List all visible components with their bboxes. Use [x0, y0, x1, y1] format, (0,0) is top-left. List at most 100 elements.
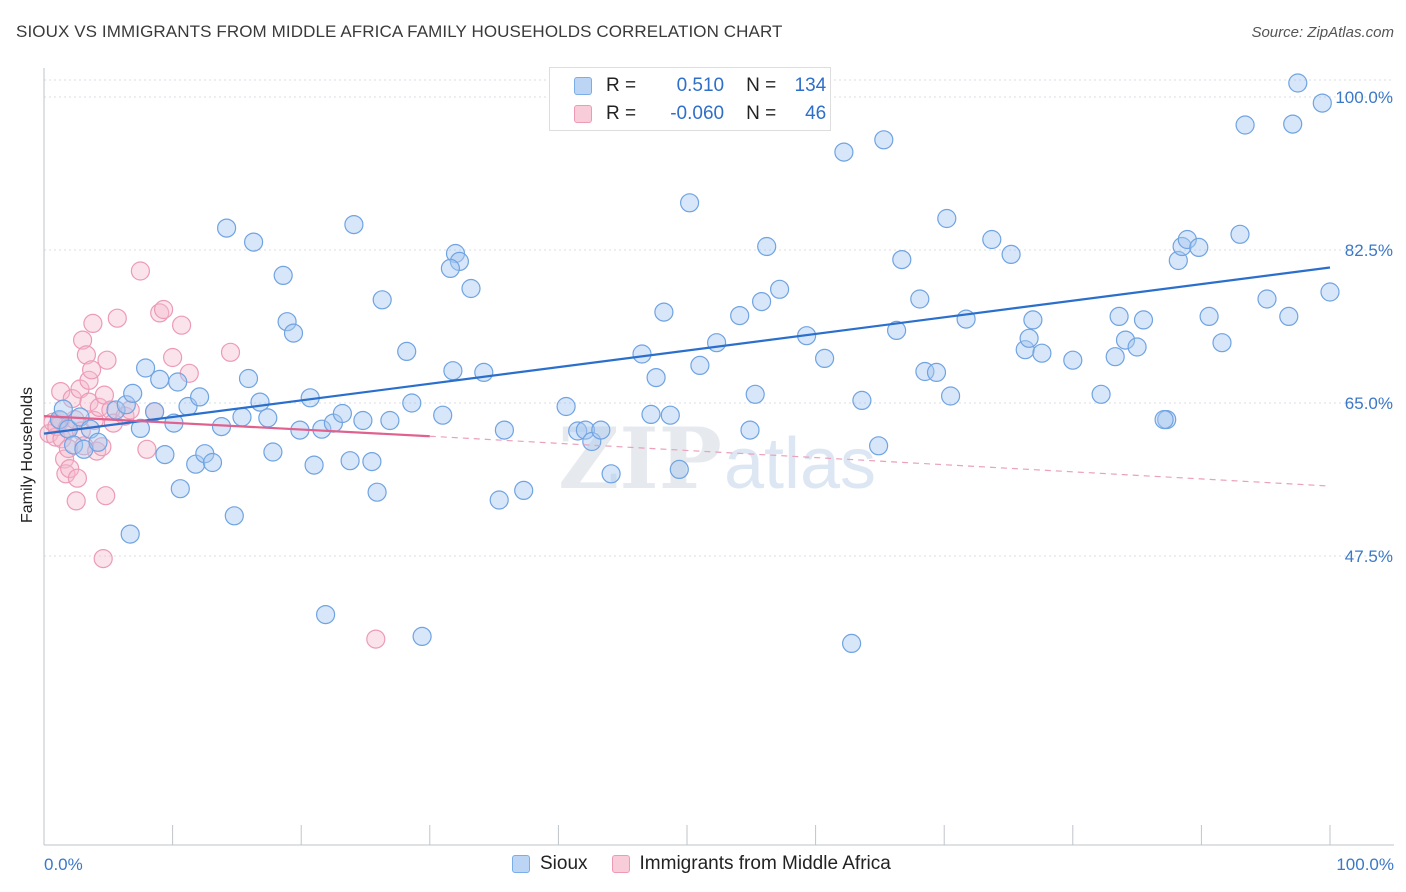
source-label: Source: ZipAtlas.com [1251, 24, 1394, 41]
sioux-point [238, 368, 259, 389]
sioux-point [1091, 384, 1111, 404]
tick-labels: 0.0% 100.0% 47.5% 65.0% 82.5% 100.0% [44, 88, 1394, 874]
sioux-point [362, 452, 382, 472]
stats-box: R = 0.510 N = 134 R = -0.060 N = 46 [549, 67, 831, 131]
sioux-point [874, 130, 894, 150]
legend-sioux-swatch [512, 855, 530, 873]
sioux-point [1230, 224, 1250, 244]
sioux-point [258, 408, 278, 428]
immigrants-swatch [574, 105, 592, 123]
immigrants-point [76, 345, 97, 365]
sioux-point [461, 278, 481, 299]
sioux-point [224, 506, 244, 526]
sioux-point [886, 320, 907, 340]
sioux-point [1189, 237, 1209, 257]
sioux-point [1109, 306, 1129, 326]
n-value: 46 [805, 103, 827, 124]
immigrants-point [66, 491, 86, 511]
sioux-point [706, 333, 727, 353]
immigrants-point [96, 486, 116, 506]
sioux-point [63, 435, 84, 455]
sioux-point [937, 208, 957, 229]
sioux-point [575, 420, 596, 440]
immigrants-point [97, 350, 117, 370]
sioux-point [1105, 347, 1125, 367]
sioux-point [1283, 114, 1303, 134]
sioux-point [283, 323, 304, 343]
sioux-point [982, 229, 1002, 250]
legend-sioux-label: Sioux [540, 853, 588, 874]
sioux-point [940, 386, 961, 406]
sioux-point [263, 442, 283, 462]
sioux-point [304, 455, 324, 475]
sioux-point [250, 392, 270, 412]
immigrants-point [93, 548, 113, 569]
sioux-point [751, 292, 772, 312]
r-label: R = [606, 103, 637, 124]
sioux-point [556, 396, 576, 417]
sioux-point [217, 218, 237, 238]
immigrants-point [56, 464, 76, 484]
sioux-point [53, 399, 73, 419]
sioux-point [632, 344, 652, 364]
sioux-point [344, 215, 364, 235]
sioux-point [232, 407, 252, 427]
immigrants-point [366, 629, 386, 649]
sioux-point [514, 480, 534, 500]
r-value: 0.510 [676, 75, 725, 96]
sioux-point [1063, 350, 1083, 370]
legend-immigrants-label: Immigrants from Middle Africa [639, 853, 891, 874]
immigrants-point [89, 397, 109, 417]
sioux-point [190, 387, 210, 407]
sioux-point [273, 265, 293, 285]
sioux-point [690, 355, 710, 375]
sioux-point [1133, 310, 1154, 330]
immigrants-trend-extension [429, 435, 1331, 487]
sioux-point [123, 383, 143, 403]
sioux-point [1279, 306, 1299, 326]
immigrants-trend-line [43, 415, 430, 438]
y-tick-label: 65.0% [1345, 394, 1393, 413]
sioux-point [1032, 343, 1052, 363]
watermark-atlas: atlas [724, 424, 876, 504]
sioux-point [769, 279, 790, 299]
sioux-point [1001, 244, 1021, 264]
sioux-point [332, 403, 352, 424]
sioux-point [1177, 229, 1197, 250]
sioux-point [136, 358, 156, 378]
sioux-point [412, 626, 432, 647]
sioux-point [340, 451, 360, 471]
sioux-point [353, 410, 373, 431]
r-label: R = [606, 75, 637, 96]
immigrants-point [137, 439, 157, 459]
sioux-point [116, 395, 136, 415]
sioux-point [489, 490, 509, 510]
sioux-swatch [574, 77, 592, 95]
sioux-point [641, 404, 661, 424]
x-tick-label-end: 100.0% [1336, 855, 1394, 874]
sioux-point [150, 369, 170, 389]
sioux-point [1154, 410, 1174, 430]
sioux-point [868, 436, 889, 456]
sioux-point [646, 368, 666, 388]
sioux-point [1288, 73, 1308, 93]
sioux-point [591, 420, 611, 440]
sioux-point [1115, 330, 1136, 350]
sioux-point [145, 402, 165, 422]
immigrants-point [163, 347, 183, 368]
legend: Sioux Immigrants from Middle Africa [512, 852, 891, 876]
sioux-point [402, 393, 422, 413]
y-tick-label: 47.5% [1345, 547, 1393, 566]
sioux-point [757, 236, 777, 257]
sioux-point [170, 479, 190, 499]
sioux-point [202, 452, 223, 473]
immigrants-point [172, 315, 192, 335]
y-tick-label: 82.5% [1345, 241, 1393, 260]
immigrants-point [54, 449, 75, 469]
immigrants-point [67, 468, 88, 488]
sioux-point [730, 306, 750, 326]
sioux-point [852, 390, 872, 410]
sioux-point [494, 420, 514, 440]
n-label: N = [746, 75, 777, 96]
